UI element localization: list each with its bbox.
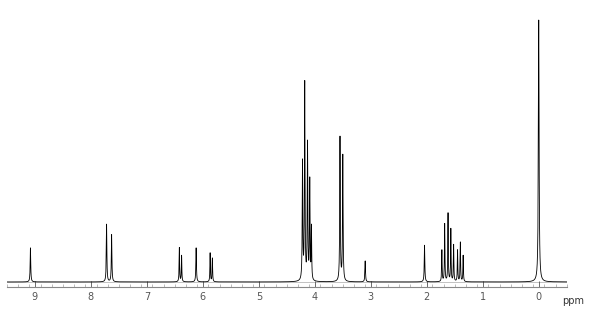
Text: ppm: ppm [562,296,584,306]
